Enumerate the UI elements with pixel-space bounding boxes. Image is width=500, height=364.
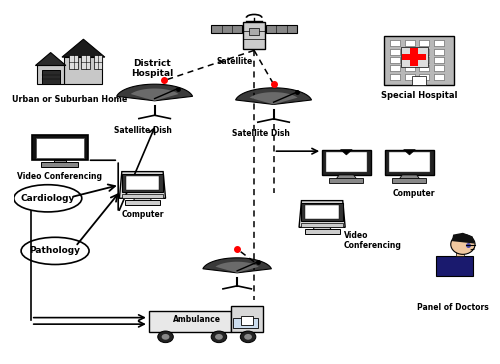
Bar <box>126 175 159 190</box>
Circle shape <box>211 331 226 343</box>
Bar <box>390 40 400 46</box>
Bar <box>304 229 340 234</box>
Bar <box>434 57 444 63</box>
Bar <box>405 57 414 63</box>
Bar <box>148 311 230 332</box>
Bar <box>330 178 364 183</box>
Text: Computer: Computer <box>393 189 436 198</box>
Text: Satellite Dish: Satellite Dish <box>114 126 172 135</box>
Text: Video
Conferencing: Video Conferencing <box>344 231 402 250</box>
Polygon shape <box>203 258 272 273</box>
Text: Satellite Dish: Satellite Dish <box>232 130 290 138</box>
Polygon shape <box>130 88 178 101</box>
Bar <box>390 57 400 63</box>
Bar <box>42 71 60 84</box>
Polygon shape <box>452 233 475 244</box>
Polygon shape <box>216 262 259 273</box>
Bar <box>94 55 102 68</box>
Polygon shape <box>340 150 352 155</box>
Bar <box>37 66 64 84</box>
Polygon shape <box>62 39 105 57</box>
Bar <box>420 66 429 71</box>
Bar <box>244 22 265 49</box>
Bar <box>405 66 414 71</box>
Bar <box>434 66 444 71</box>
Bar <box>266 25 297 33</box>
Polygon shape <box>404 150 415 155</box>
Bar <box>405 40 414 46</box>
Polygon shape <box>116 84 192 101</box>
Bar <box>401 47 428 67</box>
Bar <box>405 74 414 80</box>
Polygon shape <box>312 227 332 232</box>
Text: Cardiology: Cardiology <box>20 194 75 203</box>
Bar <box>434 40 444 46</box>
Bar <box>385 150 434 175</box>
Bar <box>420 57 429 63</box>
Bar <box>326 153 368 173</box>
Bar <box>64 57 102 84</box>
Ellipse shape <box>451 234 475 254</box>
Bar <box>420 40 429 46</box>
Bar <box>420 74 429 80</box>
Polygon shape <box>120 171 166 198</box>
Circle shape <box>158 331 174 343</box>
Circle shape <box>240 331 256 343</box>
Bar <box>230 306 262 332</box>
Bar <box>402 54 426 60</box>
Text: Computer: Computer <box>121 210 164 219</box>
Bar <box>54 160 66 165</box>
Polygon shape <box>36 52 66 66</box>
Bar <box>32 135 88 161</box>
Bar <box>392 178 426 183</box>
Bar <box>412 76 426 85</box>
Bar <box>250 28 259 35</box>
Bar <box>125 200 160 205</box>
Polygon shape <box>398 175 421 182</box>
Bar <box>42 162 78 167</box>
Bar <box>122 194 163 198</box>
Text: Ambulance: Ambulance <box>173 315 221 324</box>
Circle shape <box>244 334 252 340</box>
Polygon shape <box>132 198 152 203</box>
Text: Pathology: Pathology <box>30 246 80 256</box>
Bar <box>384 36 454 85</box>
Bar <box>390 74 400 80</box>
Bar <box>302 223 343 227</box>
Bar <box>233 318 258 328</box>
Bar <box>241 316 253 325</box>
Polygon shape <box>334 175 358 182</box>
Bar <box>306 205 339 219</box>
Bar <box>70 55 78 68</box>
Bar <box>410 48 418 66</box>
Polygon shape <box>299 201 345 227</box>
Bar <box>322 150 370 175</box>
Bar <box>36 138 84 158</box>
Text: Panel of Doctors: Panel of Doctors <box>418 304 489 312</box>
Circle shape <box>215 334 223 340</box>
Bar <box>456 251 464 256</box>
Bar <box>82 55 90 68</box>
Ellipse shape <box>21 237 89 265</box>
Bar <box>212 25 242 33</box>
Bar <box>122 174 163 192</box>
Bar <box>436 256 472 276</box>
Bar <box>434 74 444 80</box>
Bar <box>405 49 414 55</box>
Bar <box>390 66 400 71</box>
Bar <box>420 49 429 55</box>
Bar <box>390 49 400 55</box>
Text: Urban or Suburban Home: Urban or Suburban Home <box>12 95 128 104</box>
Text: Satellite: Satellite <box>216 57 253 66</box>
Polygon shape <box>236 88 312 104</box>
Circle shape <box>162 334 170 340</box>
Bar <box>388 153 430 173</box>
Text: Special Hospital: Special Hospital <box>381 91 458 100</box>
Text: Video Conferencing: Video Conferencing <box>18 172 102 181</box>
Polygon shape <box>250 92 298 104</box>
Ellipse shape <box>14 185 82 212</box>
Bar <box>434 49 444 55</box>
Bar <box>302 203 343 221</box>
Text: District
Hospital: District Hospital <box>131 59 174 78</box>
